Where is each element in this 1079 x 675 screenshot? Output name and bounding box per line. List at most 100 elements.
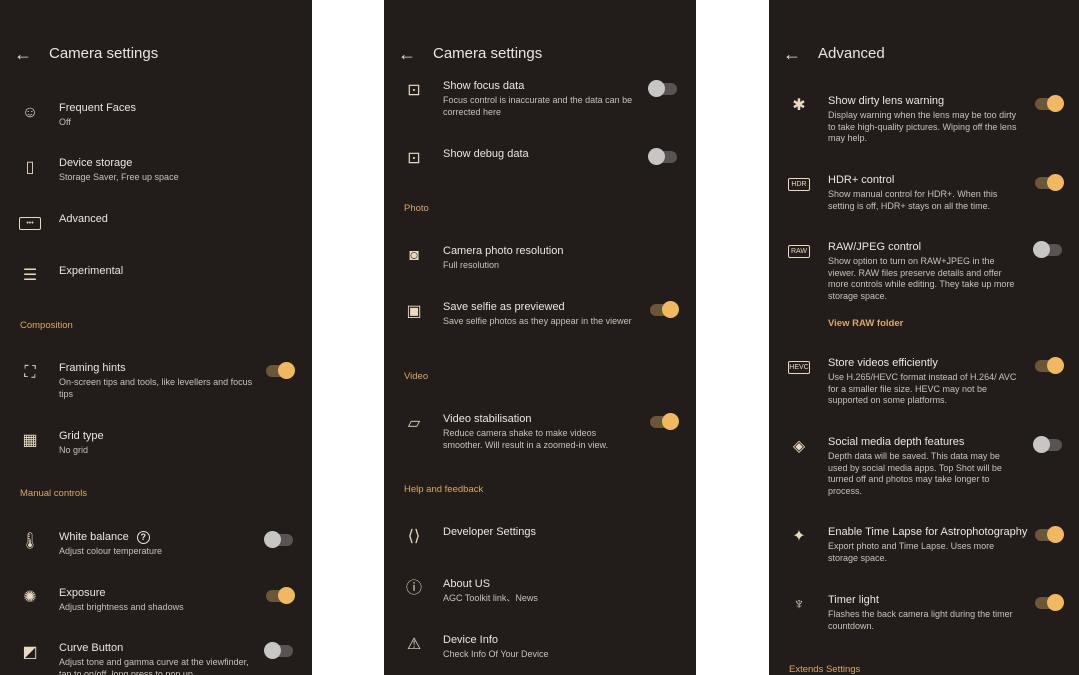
setting-developer-settings[interactable]: ⟨⟩ Developer Settings	[384, 526, 696, 566]
toggle-knob	[1047, 357, 1064, 374]
toggle-knob	[1047, 526, 1064, 543]
camera-settings-scrolled-panel: ← Camera settings ⊡ Show focus data Focu…	[384, 0, 696, 675]
toggle-switch[interactable]	[266, 587, 295, 604]
setting-title: Device Info	[443, 634, 499, 646]
setting-show-debug-data[interactable]: ⊡ Show debug data	[384, 148, 696, 188]
setting-save-selfie-as-previewed[interactable]: ▣ Save selfie as previewed Save selfie p…	[384, 301, 696, 341]
setting-subtitle: Display warning when the lens may be too…	[828, 110, 1017, 144]
setting-show-focus-data[interactable]: ⊡ Show focus data Focus control is inacc…	[384, 80, 696, 120]
setting-social-media-depth-features[interactable]: ◈ Social media depth features Depth data…	[769, 436, 1079, 496]
setting-frequent-faces[interactable]: ☺ Frequent Faces Off	[0, 102, 312, 142]
setting-experimental[interactable]: ☰ Experimental	[0, 265, 312, 305]
setting-subtitle: On-screen tips and tools, like levellers…	[59, 377, 253, 399]
setting-subtitle: Use H.265/HEVC format instead of H.264/ …	[828, 372, 1017, 406]
setting-enable-time-lapse-for-astrophotography[interactable]: ✦ Enable Time Lapse for Astrophotography…	[769, 526, 1079, 566]
section-header-extends-settings: Extends Settings	[789, 664, 861, 675]
setting-title: Grid type	[59, 430, 104, 442]
setting-device-info[interactable]: ⚠ Device Info Check Info Of Your Device	[384, 634, 696, 674]
hevc-icon: HEVC	[788, 361, 810, 374]
focus-icon: ⊡	[407, 150, 421, 167]
section-header-photo: Photo	[404, 203, 429, 214]
grid-icon: ▦	[22, 432, 38, 449]
setting-title: Enable Time Lapse for Astrophotography	[828, 526, 1028, 538]
toggle-knob	[648, 148, 665, 165]
setting-exposure[interactable]: ✺ Exposure Adjust brightness and shadows	[0, 587, 312, 627]
setting-title: Save selfie as previewed	[443, 301, 565, 313]
section-header-video: Video	[404, 371, 429, 382]
toggle-knob	[278, 362, 295, 379]
setting-store-videos-efficiently[interactable]: HEVC Store videos efficiently Use H.265/…	[769, 357, 1079, 405]
setting-title: White balance	[59, 531, 129, 543]
help-icon[interactable]: ?	[136, 531, 150, 544]
setting-device-storage[interactable]: ▯ Device storage Storage Saver, Free up …	[0, 157, 312, 197]
setting-title: Device storage	[59, 157, 133, 169]
setting-title: Video stabilisation	[443, 413, 532, 425]
thermometer-icon: 🌡	[19, 533, 41, 550]
setting-camera-photo-resolution[interactable]: ◙ Camera photo resolution Full resolutio…	[384, 245, 696, 285]
toggle-knob	[662, 413, 679, 430]
toggle-switch[interactable]	[1033, 241, 1062, 258]
setting-subtitle: Storage Saver, Free up space	[59, 172, 179, 182]
setting-subtitle: Adjust colour temperature	[59, 546, 163, 556]
setting-subtitle: Depth data will be saved. This data may …	[828, 451, 1002, 496]
toggle-switch[interactable]	[1035, 174, 1064, 191]
setting-title: Social media depth features	[828, 436, 965, 448]
toggle-switch[interactable]	[650, 413, 679, 430]
setting-title: Framing hints	[59, 362, 126, 374]
setting-raw-jpeg-control[interactable]: RAW RAW/JPEG control Show option to turn…	[769, 241, 1079, 301]
setting-title: Camera photo resolution	[443, 245, 564, 257]
setting-subtitle: Reduce camera shake to make videos smoot…	[443, 428, 609, 450]
toggle-knob	[278, 587, 295, 604]
setting-title: Show focus data	[443, 80, 525, 92]
back-arrow-icon[interactable]: ←	[14, 44, 32, 64]
setting-hdr-control[interactable]: HDR HDR+ control Show manual control for…	[769, 174, 1079, 214]
toggle-switch[interactable]	[1035, 95, 1064, 112]
toggle-switch[interactable]	[1035, 594, 1064, 611]
toggle-switch[interactable]	[648, 80, 677, 97]
layers-icon: ◈	[792, 438, 806, 455]
back-arrow-icon[interactable]: ←	[783, 44, 801, 64]
setting-subtitle: Show manual control for HDR+. When this …	[828, 189, 998, 211]
setting-timer-light[interactable]: ♆ Timer light Flashes the back camera li…	[769, 594, 1079, 634]
back-arrow-icon[interactable]: ←	[398, 44, 416, 64]
setting-framing-hints[interactable]: ⛶ Framing hints On-screen tips and tools…	[0, 362, 312, 402]
setting-title: Frequent Faces	[59, 102, 137, 114]
section-header-composition: Composition	[20, 320, 73, 331]
toggle-switch[interactable]	[650, 301, 679, 318]
section-header-help-and-feedback: Help and feedback	[404, 484, 484, 495]
info-icon: ⓘ	[405, 580, 422, 597]
toggle-knob	[648, 80, 665, 97]
toggle-switch[interactable]	[264, 642, 293, 659]
setting-subtitle: Focus control is inaccurate and the data…	[443, 95, 633, 117]
page-title: Camera settings	[49, 45, 159, 62]
exposure-icon: ✺	[23, 589, 37, 606]
toggle-switch[interactable]	[648, 148, 677, 165]
advanced-settings-panel: ← Advanced ✱ Show dirty lens warning Dis…	[769, 0, 1079, 675]
feedback-icon: ⚠	[406, 636, 422, 653]
setting-title: Experimental	[59, 265, 124, 277]
setting-subtitle: Flashes the back camera light during the…	[828, 609, 1013, 631]
setting-title: Curve Button	[59, 642, 124, 654]
toggle-switch[interactable]	[264, 531, 293, 548]
setting-grid-type[interactable]: ▦ Grid type No grid	[0, 430, 312, 470]
setting-show-dirty-lens-warning[interactable]: ✱ Show dirty lens warning Display warnin…	[769, 95, 1079, 143]
toggle-knob	[1047, 95, 1064, 112]
setting-about-us[interactable]: ⓘ About US AGC Toolkit link、News	[384, 578, 696, 618]
setting-advanced[interactable]: ••• Advanced	[0, 213, 312, 253]
setting-video-stabilisation[interactable]: ▱ Video stabilisation Reduce camera shak…	[384, 413, 696, 453]
view-raw-folder-link[interactable]: View RAW folder	[828, 318, 904, 329]
camera-icon: ◙	[409, 247, 419, 264]
toggle-switch[interactable]	[266, 362, 295, 379]
raw-icon: RAW	[788, 245, 810, 258]
toggle-switch[interactable]	[1035, 526, 1064, 543]
toggle-switch[interactable]	[1033, 436, 1062, 453]
setting-white-balance[interactable]: 🌡 White balance? Adjust colour temperatu…	[0, 531, 312, 571]
dirty-lens-icon: ✱	[792, 97, 806, 114]
setting-title: Exposure	[59, 587, 106, 599]
page-title: Advanced	[818, 45, 885, 62]
toggle-knob	[1033, 436, 1050, 453]
setting-title: Advanced	[59, 213, 108, 225]
toggle-switch[interactable]	[1035, 357, 1064, 374]
setting-title: HDR+ control	[828, 174, 895, 186]
setting-curve-button[interactable]: ◩ Curve Button Adjust tone and gamma cur…	[0, 642, 312, 675]
